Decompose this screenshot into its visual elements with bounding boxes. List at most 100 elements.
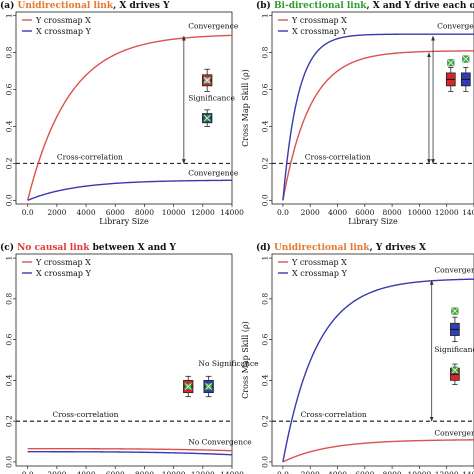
y-tick-label: 1 xyxy=(4,13,13,18)
x-tick-label: 6000 xyxy=(355,470,374,474)
legend-label: X crossmap Y xyxy=(36,269,92,278)
legend-label: Y crossmap X xyxy=(35,16,91,25)
x-tick-label: 14000 xyxy=(220,470,244,474)
panel-title-highlight: Unidirectional link xyxy=(17,1,113,11)
x-tick-label: 0.0 xyxy=(22,470,34,474)
legend-label: X crossmap Y xyxy=(36,27,92,36)
y-tick-label: 0.0 xyxy=(5,194,14,206)
y-tick-label: 1 xyxy=(5,256,14,261)
annotation-text: Convergence xyxy=(434,428,474,437)
annotation-text: Convergence xyxy=(188,22,239,31)
x-tick-label: 0.0 xyxy=(277,208,289,217)
annotation-text: No Significance xyxy=(198,359,259,368)
y-tick-label: 0.4 xyxy=(5,120,14,132)
panel-title-rest: between X and Y xyxy=(89,243,176,253)
series-line-y-crossmap-x xyxy=(282,50,474,201)
panel-label: (b) xyxy=(256,0,274,11)
x-tick-label: 14000 xyxy=(462,208,474,217)
y-tick-label: 0.2 xyxy=(5,415,14,427)
x-axis-label: Library Size xyxy=(99,217,149,226)
panel-title: (c) No causal link between X and Y xyxy=(0,242,177,253)
panel-title: (a) Unidirectional link, X drives Y xyxy=(0,0,170,11)
x-tick-label: 0.0 xyxy=(277,470,289,474)
surrogate-marker xyxy=(447,59,455,67)
y-tick-label: 0.0 xyxy=(261,194,270,206)
y-axis-label: Cross Map Skill (ρ) xyxy=(241,69,250,147)
x-tick-label: 0.0 xyxy=(22,208,34,217)
y-tick-label: 0.4 xyxy=(261,374,270,386)
surrogate-marker xyxy=(205,382,213,390)
marker-cross xyxy=(203,76,211,84)
x-tick-label: 10000 xyxy=(407,208,431,217)
y-tick-label: 0.6 xyxy=(5,333,14,345)
panel-a: (a) Unidirectional link, X drives Y 0.0 0.… xyxy=(0,0,244,226)
x-tick-label: 8000 xyxy=(135,208,154,217)
y-tick-label: 0.2 xyxy=(261,415,270,427)
y-tick-label: 0.4 xyxy=(261,120,270,132)
y-tick-label: 1 xyxy=(261,13,270,18)
series-line-x-crossmap-y xyxy=(282,33,474,201)
x-tick-label: 4000 xyxy=(77,208,96,217)
x-tick-label: 8000 xyxy=(135,470,154,474)
x-tick-label: 10000 xyxy=(162,470,186,474)
y-axis-label: Cross Map Skill (ρ) xyxy=(241,321,250,399)
legend-label: X crossmap Y xyxy=(292,269,348,278)
x-tick-label: 6000 xyxy=(355,208,374,217)
x-tick-label: 6000 xyxy=(106,470,125,474)
y-tick-label: 0.8 xyxy=(261,293,270,305)
x-tick-label: 2000 xyxy=(47,208,66,217)
panel-c: (c) No causal link between X and Y 0.0 0.2… xyxy=(0,242,259,474)
panel-title-highlight: No causal link xyxy=(17,243,90,253)
plot-frame xyxy=(15,11,233,205)
panel-label: (a) xyxy=(0,0,17,11)
panel-title-rest: , X and Y drive each other xyxy=(367,1,474,11)
plot-area xyxy=(272,278,474,463)
annotation-text: Convergence xyxy=(437,22,474,31)
series-line-x-crossmap-y xyxy=(282,278,474,463)
x-tick-label: 4000 xyxy=(77,470,96,474)
marker-cross xyxy=(462,55,470,63)
panel-b: (b) Bi-directional link, X and Y drive e… xyxy=(241,0,474,226)
y-tick-label: 0.0 xyxy=(5,456,14,468)
annotation-text: Cross-correlation xyxy=(57,153,123,162)
annotation-text: Cross-correlation xyxy=(301,410,367,419)
plot-area xyxy=(16,34,232,201)
series-line-x-crossmap-y xyxy=(27,451,232,456)
legend-label: Y crossmap X xyxy=(291,258,347,267)
surrogate-marker xyxy=(203,76,211,84)
series-line-y-crossmap-x xyxy=(27,447,232,452)
annotation-text: Significance xyxy=(188,94,235,103)
surrogate-marker xyxy=(462,55,470,63)
panel-title-highlight: Unidirectional link xyxy=(274,243,370,253)
x-tick-label: 2000 xyxy=(301,208,320,217)
y-tick-label: 0.2 xyxy=(5,157,14,169)
x-axis-label: Library Size xyxy=(348,217,398,226)
plot-area xyxy=(272,33,474,201)
x-tick-label: 14000 xyxy=(462,470,474,474)
annotation-text: Convergence xyxy=(188,168,239,177)
marker-cross xyxy=(451,366,459,374)
y-tick-label: 0.6 xyxy=(261,333,270,345)
y-tick-label: 1 xyxy=(261,256,270,261)
legend-label: Y crossmap X xyxy=(291,16,347,25)
panel-label: (d) xyxy=(256,242,274,253)
plot-frame xyxy=(271,253,474,467)
surrogate-marker xyxy=(451,366,459,374)
marker-cross xyxy=(447,59,455,67)
x-tick-label: 4000 xyxy=(328,470,347,474)
legend-label: Y crossmap X xyxy=(35,258,91,267)
annotation-text: Convergence xyxy=(434,265,474,274)
series-line-y-crossmap-x xyxy=(282,439,474,463)
x-tick-label: 2000 xyxy=(301,470,320,474)
y-tick-label: 0.8 xyxy=(5,293,14,305)
panel-title: (b) Bi-directional link, X and Y drive e… xyxy=(256,0,474,11)
y-tick-label: 0.8 xyxy=(5,46,14,58)
panel-title-rest: , X drives Y xyxy=(113,1,170,11)
panel-label: (c) xyxy=(0,242,17,253)
series-line-y-crossmap-x xyxy=(27,34,232,201)
y-tick-label: 0.2 xyxy=(261,157,270,169)
x-tick-label: 12000 xyxy=(191,470,215,474)
panel-d: (d) Unidirectional link, Y drives X 0.0 0.… xyxy=(241,242,474,474)
y-tick-label: 0.4 xyxy=(5,374,14,386)
panel-title-rest: , Y drives X xyxy=(370,243,426,253)
